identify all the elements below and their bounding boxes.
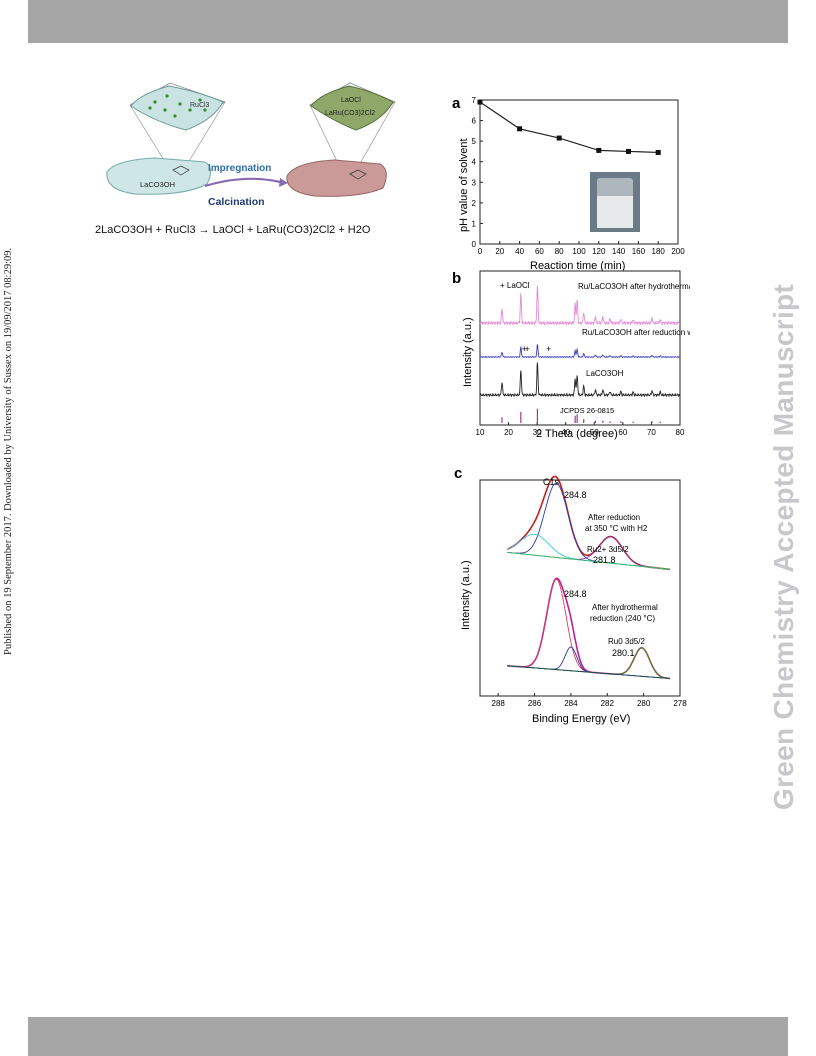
process-arrow: [204, 177, 281, 188]
xrd-pattern-line: [479, 344, 681, 359]
x-tick-label-a: 100: [572, 247, 586, 256]
lower-note-1: After hydrothermal: [592, 603, 658, 612]
y-axis-label-b: Intensity (a.u.): [462, 317, 474, 387]
lower-ru-value: 280.1: [612, 648, 635, 658]
product-label-1: LaOCl: [341, 97, 361, 104]
upper-note-1: After reduction: [588, 513, 640, 522]
product-surface-zoom: [310, 85, 394, 131]
x-tick-label-b: 50: [590, 428, 599, 437]
x-tick-label-a: 160: [632, 247, 646, 256]
chart-xps-spectra: c Intensity (a.u.) Binding Energy (eV) 2…: [454, 465, 687, 725]
rucl3-label: RuCl3: [190, 102, 210, 109]
plot-frame-b: [479, 270, 681, 426]
accepted-manuscript-watermark: Green Chemistry Accepted Manuscript: [768, 283, 799, 810]
x-tick-label-a: 60: [535, 247, 544, 256]
x-tick-label-c: 278: [673, 699, 687, 708]
x-axis-label-c: Binding Energy (eV): [532, 713, 630, 725]
y-axis-label-a: pH value of solvent: [458, 138, 470, 232]
xrd-pattern-line: [479, 362, 681, 398]
y-axis-label-c: Intensity (a.u.): [460, 560, 472, 630]
laocl-peak-marker: +: [546, 344, 551, 354]
x-tick-label-a: 140: [612, 247, 626, 256]
x-tick-label-b: 60: [618, 428, 627, 437]
upper-ru-value: 281.8: [593, 555, 616, 565]
x-tick-label-b: 70: [647, 428, 656, 437]
product-label-2: LaRu(CO3)2Cl2: [325, 110, 375, 117]
lower-note-2: reduction (240 °C): [590, 614, 655, 623]
xps-lower-envelope: [507, 577, 671, 680]
y-tick-label-a: 7: [472, 96, 477, 105]
x-axis-label-b: 2 Theta (degree): [536, 428, 618, 440]
header-bar: [28, 0, 788, 43]
y-tick-label-a: 0: [472, 240, 477, 249]
product-slab: [286, 159, 387, 197]
x-tick-label-a: 200: [671, 247, 685, 256]
x-tick-label-c: 284: [564, 699, 578, 708]
x-axis-label-a: Reaction time (min): [530, 260, 625, 272]
chart-xrd-patterns: b Intensity (a.u.) 2 Theta (degree) 10 20…: [452, 270, 690, 440]
x-tick-label-c: 280: [637, 699, 651, 708]
x-tick-label-c: 286: [528, 699, 542, 708]
laocl-peak-marker: +: [522, 344, 527, 354]
c1s-label: C1s: [543, 477, 560, 487]
rucl3-surface-zoom: [130, 85, 224, 131]
laco3oh-slab: [106, 157, 211, 195]
ph-data-point: [626, 148, 631, 154]
laocl-peak-marker: +: [525, 344, 530, 354]
plot-frame-c: [479, 479, 681, 697]
legend-hydrothermal: Ru/LaCO3OH after hydrothermal reduction: [578, 282, 690, 291]
x-tick-label-a: 120: [592, 247, 606, 256]
ph-data-point: [477, 99, 483, 105]
x-tick-label-a: 180: [652, 247, 666, 256]
beaker-inset-photo: [590, 172, 640, 232]
y-tick-label-a: 1: [472, 219, 477, 228]
panel-label-a: a: [452, 95, 461, 112]
upper-c1s-value: 284.8: [564, 490, 587, 500]
ru-dots: [148, 94, 207, 118]
upper-note-2: at 350 °C with H2: [585, 524, 648, 533]
legend-laco3oh: LaCO3OH: [586, 369, 624, 378]
y-tick-label-a: 3: [472, 178, 477, 187]
panel-label-c: c: [454, 465, 462, 482]
publication-note: Published on 19 September 2017. Download…: [3, 247, 14, 655]
xps-upper-envelope: [507, 475, 671, 571]
panel-label-b: b: [452, 270, 461, 287]
xps-upper-background: [507, 551, 671, 570]
x-tick-label-a: 20: [495, 247, 504, 256]
x-tick-label-a: 0: [478, 247, 483, 256]
y-tick-label-a: 4: [472, 158, 477, 167]
x-tick-label-b: 30: [533, 428, 542, 437]
x-tick-label-a: 80: [555, 247, 564, 256]
y-tick-label-a: 2: [472, 199, 477, 208]
legend-h2: Ru/LaCO3OH after reduction with H2: [582, 328, 690, 337]
ph-series-line: [479, 101, 659, 154]
xps-lower-background: [507, 665, 671, 679]
x-tick-label-c: 288: [492, 699, 506, 708]
x-tick-label-b: 40: [561, 428, 570, 437]
laocl-marker-legend: + LaOCl: [500, 281, 530, 290]
impregnation-label: Impregnation: [208, 163, 271, 174]
x-tick-label-b: 20: [504, 428, 513, 437]
y-tick-label-a: 5: [472, 137, 477, 146]
x-tick-label-c: 282: [601, 699, 615, 708]
reaction-equation: 2LaCO3OH + RuCl3 → LaOCl + LaRu(CO3)2Cl2…: [95, 224, 371, 236]
ph-data-point: [655, 149, 661, 155]
x-tick-label-a: 40: [515, 247, 524, 256]
lower-c1s-value: 284.8: [564, 589, 587, 599]
scheme-figure: RuCl3 LaCO3OH Impregnation Calcination L…: [106, 82, 396, 208]
support-label: LaCO3OH: [140, 180, 175, 189]
x-tick-label-b: 10: [476, 428, 485, 437]
lower-ru-label: Ru0 3d5/2: [608, 637, 645, 646]
ph-data-point: [596, 147, 602, 153]
ph-data-point: [556, 135, 562, 141]
ph-data-point: [517, 126, 523, 132]
chart-ph-vs-time: a pH value of solvent Reaction time (min…: [452, 95, 685, 272]
legend-jcpds: JCPDS 26-0815: [560, 406, 614, 415]
calcination-label: Calcination: [208, 196, 265, 208]
x-tick-label-b: 80: [676, 428, 685, 437]
y-tick-label-a: 6: [472, 117, 477, 126]
upper-ru-label: Ru2+ 3d5/2: [587, 545, 629, 554]
xrd-pattern-line: [479, 285, 681, 326]
footer-bar: [28, 1017, 788, 1056]
